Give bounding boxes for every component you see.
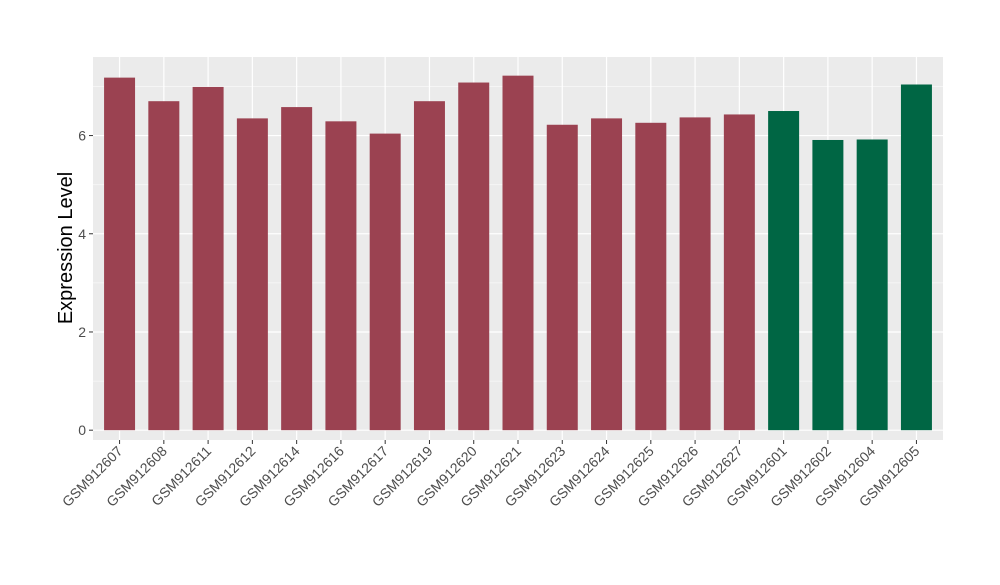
bar-GSM912614 xyxy=(281,107,313,431)
bar-GSM912601 xyxy=(768,111,800,431)
bar-GSM912627 xyxy=(723,114,755,431)
y-tick-label: 6 xyxy=(78,128,86,144)
bar-GSM912608 xyxy=(148,101,180,431)
bar-GSM912605 xyxy=(900,84,932,431)
bar-GSM912619 xyxy=(413,101,445,431)
y-tick-label: 4 xyxy=(78,226,86,242)
bar-GSM912604 xyxy=(856,139,888,431)
bar-GSM912623 xyxy=(546,124,578,431)
bar-GSM912616 xyxy=(325,121,357,431)
y-tick-label: 0 xyxy=(78,422,86,438)
bar-GSM912626 xyxy=(679,117,711,431)
bars xyxy=(104,75,932,431)
bar-GSM912611 xyxy=(192,86,224,431)
bar-GSM912617 xyxy=(369,133,401,431)
x-axis: GSM912607GSM912608GSM912611GSM912612GSM9… xyxy=(59,440,923,510)
y-tick-label: 2 xyxy=(78,324,86,340)
bar-GSM912621 xyxy=(502,75,534,431)
bar-GSM912624 xyxy=(591,118,623,431)
bar-GSM912625 xyxy=(635,122,667,431)
bar-GSM912620 xyxy=(458,82,490,431)
y-axis-title: Expression Level xyxy=(55,172,77,324)
y-axis: 0 2 4 6 xyxy=(78,128,93,438)
bar-GSM912607 xyxy=(104,77,136,431)
bar-GSM912612 xyxy=(236,118,268,431)
bar-GSM912602 xyxy=(812,139,844,431)
